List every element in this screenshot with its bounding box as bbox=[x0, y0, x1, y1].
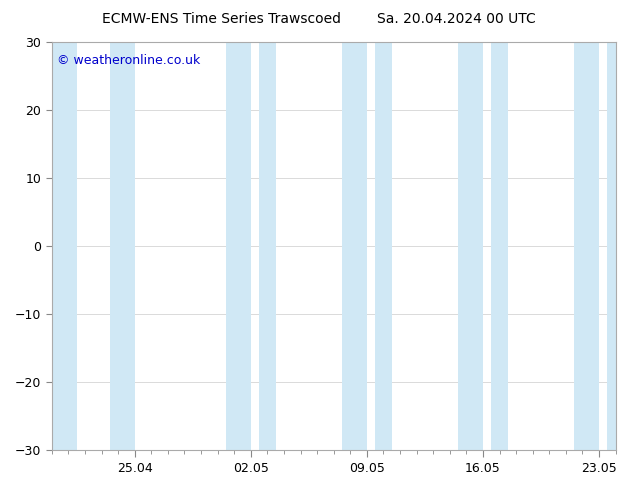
Bar bbox=[574, 42, 599, 450]
Bar bbox=[226, 42, 251, 450]
Text: © weatheronline.co.uk: © weatheronline.co.uk bbox=[58, 54, 201, 67]
Text: ECMW-ENS Time Series Trawscoed: ECMW-ENS Time Series Trawscoed bbox=[103, 12, 341, 26]
Bar bbox=[52, 42, 77, 450]
Bar bbox=[607, 42, 624, 450]
Bar bbox=[342, 42, 367, 450]
Bar bbox=[259, 42, 276, 450]
Text: Sa. 20.04.2024 00 UTC: Sa. 20.04.2024 00 UTC bbox=[377, 12, 536, 26]
Bar bbox=[110, 42, 134, 450]
Bar bbox=[375, 42, 392, 450]
Bar bbox=[491, 42, 508, 450]
Bar bbox=[458, 42, 483, 450]
